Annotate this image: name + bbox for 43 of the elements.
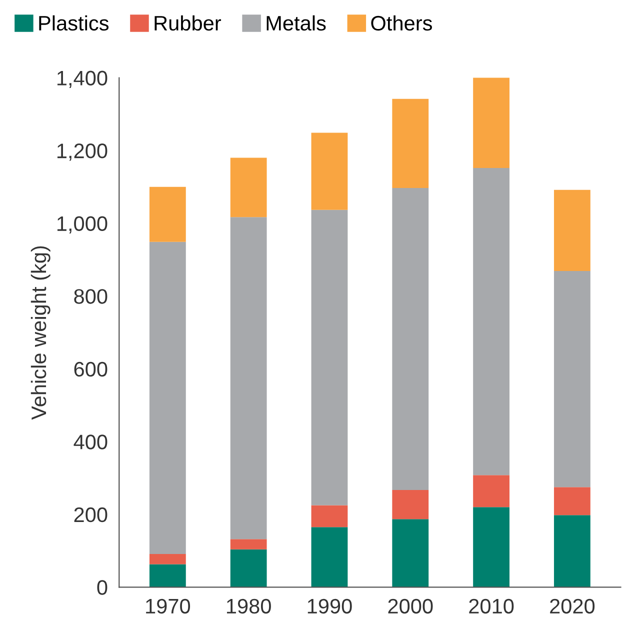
bar [149, 554, 186, 564]
legend-label: Plastics [39, 15, 109, 31]
bar [230, 158, 267, 218]
y-tick-label: 1,200 [57, 144, 108, 161]
legend-label: Others [371, 15, 432, 31]
bar [311, 505, 348, 528]
bar [554, 515, 590, 588]
bar [149, 564, 186, 588]
bar [554, 190, 590, 271]
y-axis-title: Vehicle weight (kg) [30, 246, 50, 420]
bar [473, 168, 510, 476]
x-tick-label: 2000 [388, 598, 433, 614]
bar [554, 487, 590, 516]
y-tick-label: 1,000 [57, 216, 108, 234]
bar [473, 475, 510, 508]
y-tick-label: 0 [97, 580, 108, 595]
bar [149, 242, 186, 554]
x-tick-label: 1980 [226, 598, 271, 614]
y-tick-label: 200 [74, 507, 108, 522]
legend-label: Metals [266, 15, 326, 31]
y-tick-label: 800 [74, 289, 108, 304]
bar [311, 527, 348, 588]
x-tick-label: 2020 [550, 598, 595, 614]
bar [392, 188, 429, 490]
bar [392, 519, 429, 588]
bar [149, 186, 186, 242]
bar [473, 78, 510, 168]
legend-label: Rubber [154, 15, 222, 31]
x-tick-label: 1990 [308, 598, 352, 614]
x-tick-label: 1970 [146, 598, 190, 614]
y-tick-label: 400 [74, 434, 108, 450]
bar [392, 98, 429, 188]
bar [554, 270, 590, 488]
bar [230, 549, 267, 588]
bar [311, 210, 348, 506]
y-tick-label: 600 [74, 362, 108, 377]
bar [392, 490, 429, 520]
bar [311, 132, 348, 210]
bar [230, 539, 267, 550]
y-tick-label: 1,400 [57, 70, 108, 88]
x-tick-label: 2010 [469, 598, 514, 614]
bar [230, 217, 267, 540]
bar [473, 507, 510, 588]
